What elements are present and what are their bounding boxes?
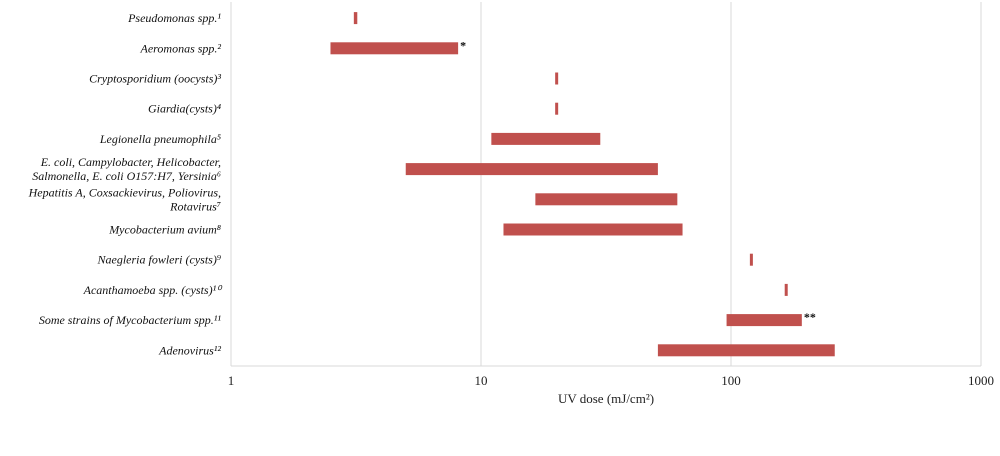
category-label: Giardia(cysts)⁴ bbox=[148, 102, 221, 116]
range-bar bbox=[749, 253, 753, 266]
category-label: Hepatitis A, Coxsackievirus, Poliovirus, bbox=[28, 185, 221, 199]
category-label: Salmonella, E. coli O157:H7, Yersinia⁶ bbox=[32, 169, 221, 183]
range-bar bbox=[491, 132, 601, 145]
range-bar bbox=[784, 283, 788, 296]
category-labels: Pseudomonas spp.¹ Aeromonas spp.² Cryptosp… bbox=[28, 11, 224, 357]
range-bar bbox=[405, 163, 658, 176]
category-label: E. coli, Campylobacter, Helicobacter, bbox=[40, 155, 221, 169]
category-label: Some strains of Mycobacterium spp.¹¹ bbox=[39, 313, 222, 327]
category-label: Adenovirus¹² bbox=[158, 343, 221, 357]
range-bar bbox=[353, 12, 358, 25]
x-axis-title: UV dose (mJ/cm²) bbox=[558, 391, 654, 406]
category-label: Legionella pneumophila⁵ bbox=[99, 132, 221, 146]
category-label: Cryptosporidium (oocysts)³ bbox=[89, 72, 221, 86]
category-label: Rotavirus⁷ bbox=[169, 199, 221, 213]
category-label: Naegleria fowleri (cysts)⁹ bbox=[97, 253, 222, 267]
x-tick-label: 100 bbox=[721, 373, 741, 388]
range-bar bbox=[330, 42, 459, 55]
range-bar bbox=[503, 223, 683, 236]
x-tick-label: 1 bbox=[228, 373, 235, 388]
bar-annotation: ** bbox=[804, 310, 816, 324]
category-label: Aeromonas spp.² bbox=[140, 41, 222, 55]
range-bar bbox=[657, 344, 835, 357]
range-bars: *** bbox=[330, 12, 835, 357]
x-tick-label: 10 bbox=[475, 373, 488, 388]
category-label: Pseudomonas spp.¹ bbox=[127, 11, 221, 25]
range-bar bbox=[535, 193, 678, 206]
category-label: Mycobacterium avium⁸ bbox=[108, 223, 221, 237]
bar-annotation: * bbox=[460, 38, 466, 52]
range-bar bbox=[726, 314, 802, 327]
range-bar bbox=[555, 102, 559, 115]
x-tick-label: 1000 bbox=[968, 373, 994, 388]
category-label: Acanthamoeba spp. (cysts)¹⁰ bbox=[83, 283, 224, 297]
range-bar bbox=[555, 72, 559, 85]
gridlines bbox=[230, 2, 982, 367]
x-axis-ticks: 1 10 100 1000 bbox=[228, 373, 994, 388]
